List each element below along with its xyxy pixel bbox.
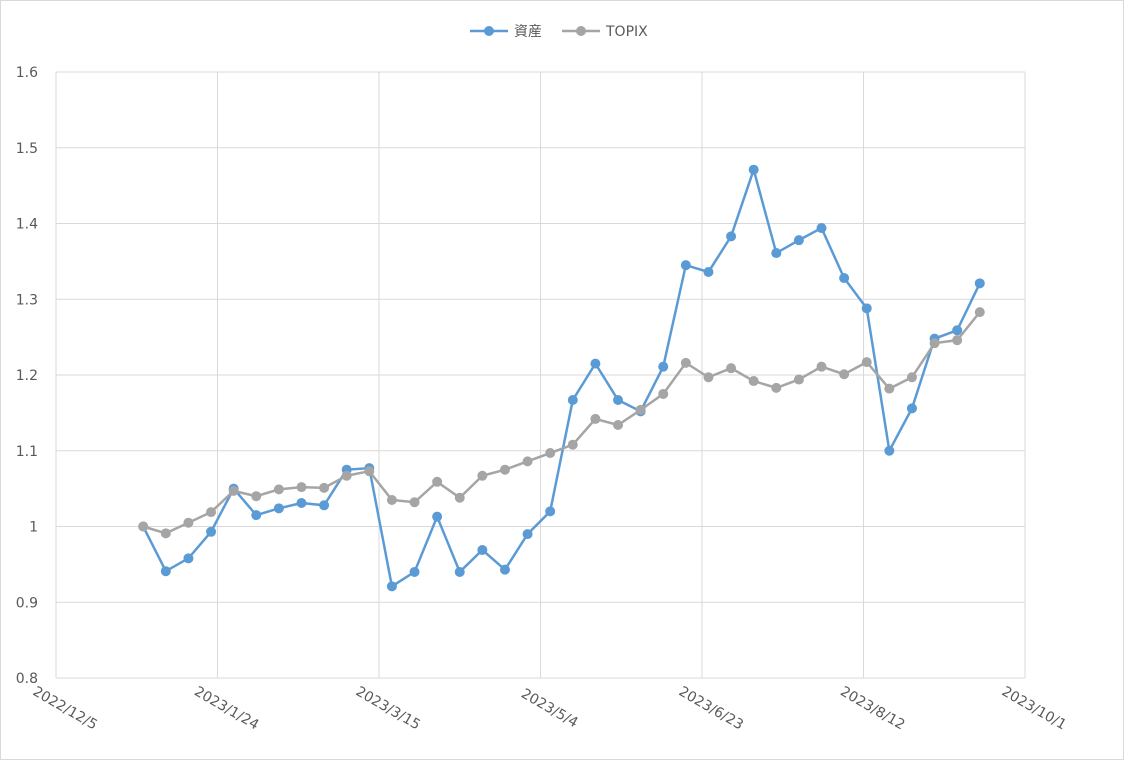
legend-marker [576,26,586,36]
data-point [251,510,262,521]
data-point [703,266,714,277]
data-point [296,482,307,493]
data-point [771,382,782,393]
data-point [183,553,194,564]
y-tick-label: 0.9 [16,595,38,611]
data-point [522,529,533,540]
data-point [793,374,804,385]
y-tick-label: 1.4 [16,217,38,233]
data-point [567,394,578,405]
data-point [884,445,895,456]
data-point [906,372,917,383]
data-point [273,484,284,495]
data-point [251,491,262,502]
data-point [499,464,510,475]
legend: 資産 TOPIX [470,24,648,40]
data-point [658,361,669,372]
data-point [590,413,601,424]
data-point [861,357,872,368]
data-point [319,500,330,511]
data-point [273,503,284,514]
data-point [884,383,895,394]
data-point [680,357,691,368]
data-point [545,506,556,517]
data-point [319,482,330,493]
data-point [590,358,601,369]
data-point [364,466,375,477]
data-point [861,303,872,314]
data-point [974,278,985,289]
data-point [613,419,624,430]
data-point [477,544,488,555]
data-point [228,485,239,496]
data-point [658,388,669,399]
data-point [499,564,510,575]
legend-label: 資産 [514,24,542,40]
legend-marker [484,26,494,36]
data-point [974,307,985,318]
data-point [635,404,646,415]
data-point [567,439,578,450]
data-point [929,338,940,349]
data-point [839,369,850,380]
data-point [522,456,533,467]
data-point [726,363,737,374]
data-point [726,231,737,242]
data-point [454,566,465,577]
data-point [703,372,714,383]
data-point [816,223,827,234]
data-point [839,273,850,284]
data-point [432,476,443,487]
data-point [748,164,759,175]
y-tick-label: 0.8 [16,671,38,687]
data-point [952,325,963,336]
data-point [206,507,217,518]
data-point [341,470,352,481]
data-point [138,521,149,532]
data-point [386,581,397,592]
data-point [160,566,171,577]
data-point [454,492,465,503]
data-point [545,448,556,459]
data-point [952,335,963,346]
y-tick-label: 1.3 [16,292,38,308]
data-point [906,403,917,414]
y-tick-label: 1 [29,520,38,536]
y-tick-label: 1.5 [16,141,38,157]
data-point [793,235,804,246]
data-point [183,517,194,528]
legend-label: TOPIX [605,24,648,40]
data-point [771,248,782,259]
data-point [409,497,420,508]
data-point [477,470,488,481]
data-point [206,526,217,537]
data-point [160,528,171,539]
data-point [432,511,443,522]
data-point [816,361,827,372]
y-tick-label: 1.6 [16,65,38,81]
y-tick-label: 1.1 [16,444,38,460]
y-tick-label: 1.2 [16,368,38,384]
data-point [386,494,397,505]
data-point [296,498,307,509]
data-point [613,394,624,405]
data-point [680,260,691,271]
data-point [748,376,759,387]
data-point [409,566,420,577]
